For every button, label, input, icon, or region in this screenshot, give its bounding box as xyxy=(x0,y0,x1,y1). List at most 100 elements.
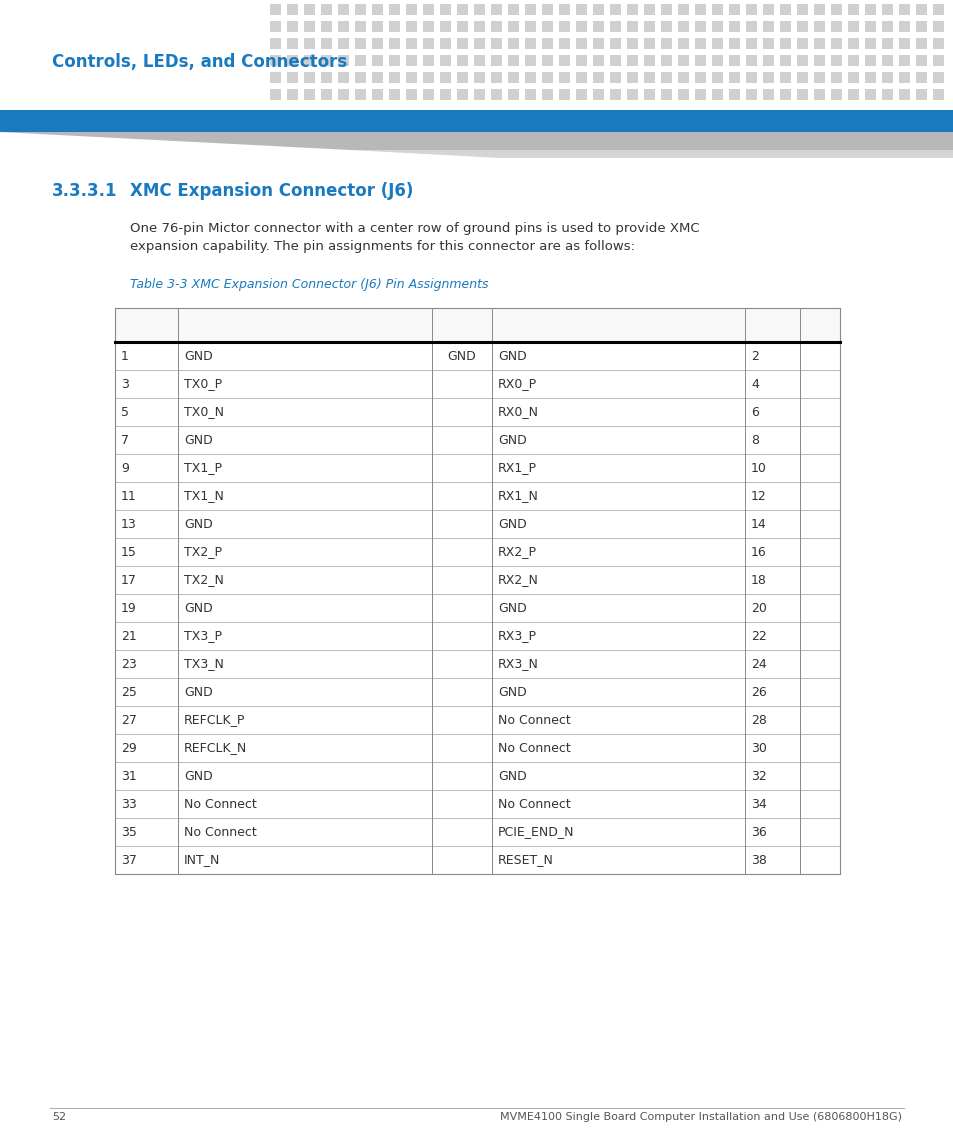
Bar xyxy=(847,3,858,15)
Bar xyxy=(389,38,399,49)
Bar xyxy=(643,38,655,49)
Text: expansion capability. The pin assignments for this connector are as follows:: expansion capability. The pin assignment… xyxy=(130,240,635,253)
Bar xyxy=(898,72,909,82)
Bar xyxy=(593,21,603,32)
Bar xyxy=(355,89,366,100)
Bar xyxy=(541,89,553,100)
Bar xyxy=(558,38,569,49)
Bar xyxy=(320,38,332,49)
Bar xyxy=(915,89,926,100)
Text: 16: 16 xyxy=(750,545,766,559)
Text: No Connect: No Connect xyxy=(184,826,256,838)
Bar xyxy=(439,21,451,32)
Text: 12: 12 xyxy=(750,490,766,503)
Bar xyxy=(439,38,451,49)
Bar xyxy=(609,38,620,49)
Bar xyxy=(932,72,943,82)
Text: RX2_P: RX2_P xyxy=(497,545,537,559)
Text: 13: 13 xyxy=(121,518,136,530)
Text: GND: GND xyxy=(497,686,526,698)
Bar xyxy=(558,55,569,66)
Text: 2: 2 xyxy=(750,349,758,363)
Bar xyxy=(796,21,807,32)
Bar xyxy=(320,72,332,82)
Text: REFCLK_P: REFCLK_P xyxy=(184,713,245,726)
Text: 27: 27 xyxy=(121,713,136,726)
Text: 34: 34 xyxy=(750,798,766,811)
Bar xyxy=(813,21,824,32)
Bar xyxy=(660,72,671,82)
Bar xyxy=(576,21,586,32)
Bar xyxy=(389,3,399,15)
Bar xyxy=(898,55,909,66)
Bar xyxy=(745,89,757,100)
Bar xyxy=(320,89,332,100)
Text: RESET_N: RESET_N xyxy=(497,853,554,867)
Bar xyxy=(609,3,620,15)
Text: RX2_N: RX2_N xyxy=(497,574,538,586)
Text: 25: 25 xyxy=(121,686,136,698)
Bar xyxy=(626,38,638,49)
Bar xyxy=(355,3,366,15)
Bar xyxy=(864,38,875,49)
Bar xyxy=(507,38,518,49)
Bar xyxy=(780,72,790,82)
Bar xyxy=(695,72,705,82)
Bar xyxy=(660,3,671,15)
Bar xyxy=(864,89,875,100)
Bar xyxy=(474,55,484,66)
Text: No Connect: No Connect xyxy=(497,742,570,755)
Bar xyxy=(541,38,553,49)
Text: 26: 26 xyxy=(750,686,766,698)
Text: 3.3.3.1: 3.3.3.1 xyxy=(52,182,117,200)
Text: 28: 28 xyxy=(750,713,766,726)
Bar xyxy=(882,55,892,66)
Text: TX3_P: TX3_P xyxy=(184,630,222,642)
Bar xyxy=(847,55,858,66)
Bar xyxy=(847,21,858,32)
Bar xyxy=(456,72,468,82)
Text: TX2_P: TX2_P xyxy=(184,545,222,559)
Bar xyxy=(695,55,705,66)
Bar xyxy=(762,55,773,66)
Text: No Connect: No Connect xyxy=(497,798,570,811)
Bar xyxy=(115,308,840,874)
Bar xyxy=(304,72,314,82)
Bar xyxy=(524,21,536,32)
Bar xyxy=(320,3,332,15)
Text: 18: 18 xyxy=(750,574,766,586)
Bar xyxy=(660,89,671,100)
Bar xyxy=(439,89,451,100)
Bar xyxy=(474,3,484,15)
Bar xyxy=(796,3,807,15)
Text: 33: 33 xyxy=(121,798,136,811)
Bar xyxy=(626,89,638,100)
Text: 21: 21 xyxy=(121,630,136,642)
Bar xyxy=(456,21,468,32)
Bar xyxy=(507,3,518,15)
Bar xyxy=(406,72,416,82)
Bar xyxy=(558,89,569,100)
Bar xyxy=(524,38,536,49)
Bar xyxy=(813,3,824,15)
Bar xyxy=(830,3,841,15)
Bar xyxy=(643,55,655,66)
Text: Table 3-3 XMC Expansion Connector (J6) Pin Assignments: Table 3-3 XMC Expansion Connector (J6) P… xyxy=(130,278,488,291)
Bar xyxy=(695,3,705,15)
Bar xyxy=(558,21,569,32)
Bar xyxy=(882,38,892,49)
Bar xyxy=(847,72,858,82)
Text: 10: 10 xyxy=(750,461,766,474)
Bar xyxy=(915,72,926,82)
Bar xyxy=(320,21,332,32)
Text: 38: 38 xyxy=(750,853,766,867)
Bar xyxy=(304,3,314,15)
Bar xyxy=(915,38,926,49)
Text: No Connect: No Connect xyxy=(497,713,570,726)
Text: One 76-pin Mictor connector with a center row of ground pins is used to provide : One 76-pin Mictor connector with a cente… xyxy=(130,222,699,235)
Bar xyxy=(576,3,586,15)
Bar xyxy=(507,72,518,82)
Bar xyxy=(456,38,468,49)
Bar xyxy=(660,38,671,49)
Bar xyxy=(355,21,366,32)
